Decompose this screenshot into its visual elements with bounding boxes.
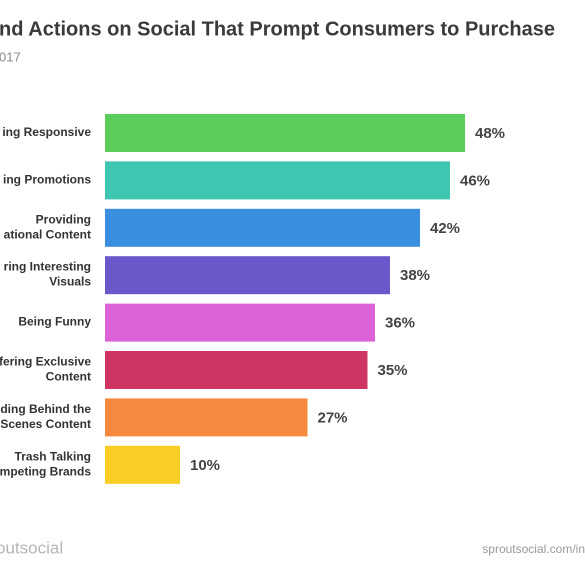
- category-line: ing Promotions: [3, 173, 91, 187]
- category-line: ational Content: [4, 227, 91, 241]
- value-label: 48%: [475, 125, 505, 142]
- category-line: Providing: [36, 212, 91, 226]
- category-line: ring Interesting: [4, 260, 91, 274]
- bar: [105, 445, 180, 484]
- value-label: 10%: [190, 457, 220, 474]
- category-line: mpeting Brands: [0, 464, 91, 478]
- category-label: Trash Talking mpeting Brands: [0, 449, 91, 478]
- bar: [105, 398, 308, 437]
- value-label: 36%: [385, 315, 415, 332]
- logo: outsocial: [0, 538, 63, 557]
- bar: [105, 161, 450, 200]
- category-label: ing Promotions: [3, 173, 91, 187]
- value-label: 46%: [460, 172, 490, 189]
- category-label: ding Behind the Scenes Content: [0, 402, 91, 431]
- category-label: fering Exclusive Content: [0, 355, 91, 384]
- category-line: fering Exclusive: [0, 355, 91, 369]
- bar: [105, 208, 420, 247]
- value-label: 35%: [378, 362, 408, 379]
- category-label: Being Funny: [18, 315, 91, 329]
- category-label: ring Interesting Visuals: [4, 260, 92, 289]
- category-line: Content: [46, 370, 91, 384]
- bar: [105, 256, 390, 295]
- value-label: 27%: [318, 409, 348, 426]
- category-line: ing Responsive: [2, 125, 91, 139]
- category-label: Providing ational Content: [4, 212, 91, 241]
- value-label: 42%: [430, 220, 460, 237]
- category-label: ing Responsive: [2, 125, 91, 139]
- source: sproutsocial.com/in: [482, 542, 585, 556]
- category-line: Scenes Content: [0, 417, 91, 431]
- value-label: 38%: [400, 267, 430, 284]
- category-line: Visuals: [49, 275, 91, 289]
- chart-subtitle: 017: [0, 49, 21, 64]
- bar: [105, 351, 368, 389]
- category-line: ding Behind the: [0, 402, 91, 416]
- bar: [105, 114, 465, 152]
- bar: [105, 303, 375, 342]
- chart-title: nd Actions on Social That Prompt Consume…: [0, 18, 555, 40]
- category-line: Trash Talking: [15, 449, 91, 463]
- category-line: Being Funny: [18, 315, 91, 329]
